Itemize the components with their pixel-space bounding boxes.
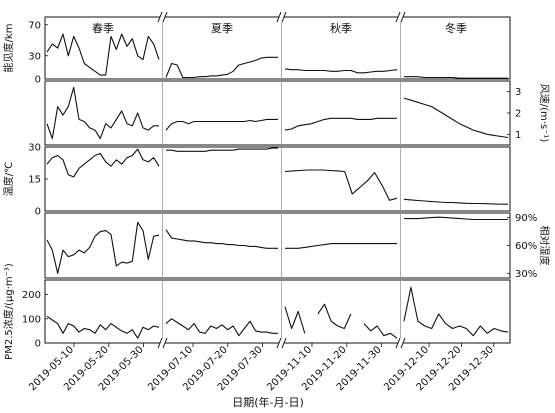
axis-break-gap — [160, 12, 165, 22]
y-axis-label: 温度/℃ — [2, 162, 15, 197]
series-line-pm25 — [46, 315, 160, 339]
season-label: 春季 — [92, 22, 114, 35]
axis-break-stroke — [395, 11, 401, 23]
axis-break-mark — [276, 337, 287, 349]
panel-visibility: 0 30 70 能见度/km — [2, 16, 511, 86]
panel-frame — [44, 80, 511, 146]
y-tick-label: 3 — [515, 87, 521, 98]
x-axis-title: 日期(年-月-日) — [232, 395, 304, 409]
series-line-visibility — [165, 56, 278, 79]
series-line-wind_speed — [165, 118, 278, 131]
panel-frame — [44, 146, 511, 212]
season-label: 冬季 — [445, 21, 467, 35]
series-line-temperature — [403, 198, 508, 205]
axis-break-stroke — [276, 337, 282, 349]
series-line-humidity — [404, 216, 508, 221]
axis-break-stroke — [157, 11, 163, 23]
axis-break-gap — [279, 338, 284, 348]
panel-temperature: 0 15 30 温度/℃ — [2, 143, 511, 218]
season-label: 夏季 — [211, 22, 233, 35]
series-line-pm25 — [284, 303, 398, 339]
series-line-humidity — [285, 243, 397, 249]
axis-break-gap — [279, 12, 284, 22]
y-tick-label: 15 — [28, 175, 41, 186]
series-line-visibility — [284, 68, 398, 74]
y-tick-label: 0 — [35, 207, 41, 218]
axis-break-stroke — [157, 337, 163, 349]
y-tick-label: 0 — [35, 75, 41, 86]
y-axis-label: 能见度/km — [2, 24, 15, 73]
axis-break-stroke — [400, 11, 406, 23]
series-line-wind_speed — [284, 117, 397, 131]
series-line-temperature — [166, 147, 278, 152]
axis-break-mark — [395, 337, 406, 349]
y-tick-label: 30 — [28, 51, 41, 62]
y-axis-label: 相对湿度 — [538, 226, 551, 266]
axis-break-stroke — [281, 337, 287, 349]
panel-humidity: 30% 60% 90%相对湿度 — [44, 212, 551, 280]
y-axis-label: PM2.5浓度/(μg·m⁻³) — [2, 263, 15, 360]
axis-break-mark — [157, 337, 168, 349]
y-tick-label: 60% — [515, 241, 537, 252]
series-line-wind_speed — [403, 97, 509, 139]
panel-frame — [44, 279, 511, 344]
season-label: 秋季 — [330, 21, 352, 35]
series-line-temperature — [284, 169, 398, 201]
series-line-visibility — [46, 33, 160, 76]
axis-break-stroke — [162, 337, 168, 349]
panel-frame — [44, 212, 511, 279]
panel-wind_speed: 1 2 3 风速/(m·s⁻¹) — [44, 80, 550, 146]
axis-break-gap — [160, 338, 165, 348]
series-line-humidity — [165, 229, 278, 249]
y-axis-label: 风速/(m·s⁻¹) — [538, 84, 550, 143]
axis-break-stroke — [276, 11, 282, 23]
axis-break-gap — [398, 12, 403, 22]
y-tick-label: 1 — [515, 130, 521, 141]
axis-break-gap — [398, 338, 403, 348]
y-tick-label: 0 — [35, 339, 41, 350]
y-tick-label: 30 — [28, 143, 41, 154]
axis-break-mark — [276, 11, 287, 23]
series-line-wind_speed — [46, 86, 159, 140]
axis-break-stroke — [400, 337, 406, 349]
y-tick-label: 200 — [22, 290, 41, 301]
y-tick-label: 90% — [515, 213, 537, 224]
panel-pm25: 0 100 200 PM2.5浓度/(μg·m⁻³) — [2, 263, 511, 360]
season-labels: 春季 夏季 秋季 冬季 — [92, 21, 467, 35]
axis-break-stroke — [162, 11, 168, 23]
panels: 0 30 70 能见度/km 1 2 3 风速/(m·s⁻¹) 0 15 30 温度/℃ 30% 60% 9… — [2, 11, 551, 360]
axis-break-mark — [395, 11, 406, 23]
y-tick-label: 70 — [28, 20, 41, 31]
series-line-pm25 — [165, 318, 278, 337]
axis-break-stroke — [281, 11, 287, 23]
series-line-pm25 — [403, 286, 509, 337]
series-line-visibility — [404, 76, 508, 79]
series-line-humidity — [46, 221, 160, 274]
axis-break-mark — [157, 11, 168, 23]
y-tick-label: 30% — [515, 269, 537, 280]
series-line-temperature — [46, 148, 160, 178]
panel-frame — [44, 16, 511, 80]
y-tick-label: 100 — [22, 314, 41, 325]
axis-break-stroke — [395, 337, 401, 349]
y-tick-label: 2 — [515, 109, 521, 120]
